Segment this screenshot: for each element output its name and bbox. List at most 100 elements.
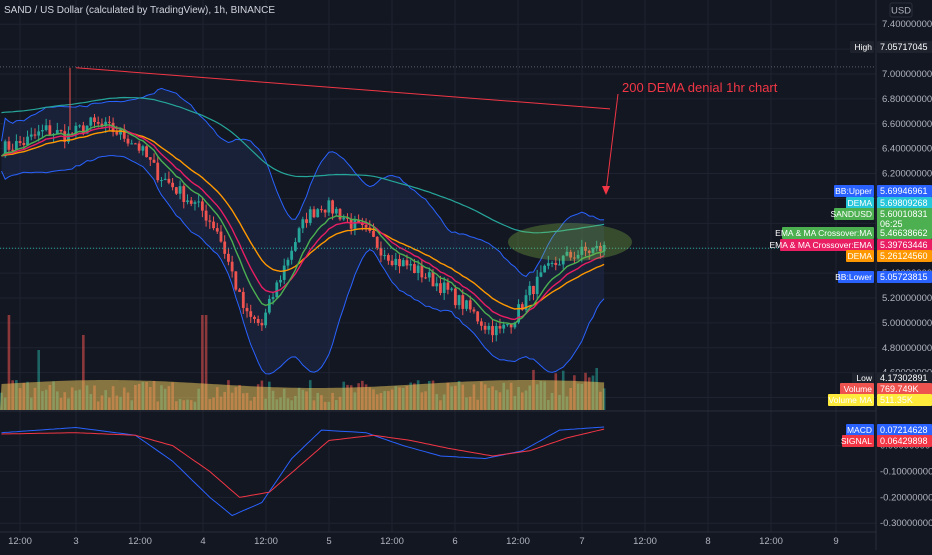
time-tick-label: 4: [200, 536, 205, 547]
price-tick-label: 4.80000000: [882, 343, 932, 354]
candle-body: [543, 266, 546, 273]
candle-body: [380, 248, 383, 256]
candle-body: [354, 220, 357, 229]
candle-body: [153, 160, 156, 163]
candle-body: [242, 292, 245, 308]
candle-body: [22, 143, 25, 145]
tag-name-label: DEMA: [847, 251, 872, 261]
candle-body: [60, 130, 63, 131]
candle-body: [141, 146, 144, 150]
candle-body: [208, 221, 211, 222]
candle-body: [406, 260, 409, 265]
time-tick-label: 12:00: [759, 536, 783, 547]
tag-value-label: 5.26124560: [880, 251, 928, 261]
candle-body: [45, 125, 48, 130]
candle-body: [231, 262, 234, 272]
candle-body: [309, 209, 312, 223]
candle-body: [313, 209, 316, 217]
time-tick-label: 8: [705, 536, 710, 547]
price-tick-label: 5.20000000: [882, 293, 932, 304]
candle-body: [127, 139, 130, 144]
tag-value-label: 5.05723815: [880, 272, 928, 282]
candle-body: [450, 289, 453, 290]
candle-body: [179, 186, 182, 194]
candle-body: [134, 143, 137, 144]
candle-body: [275, 282, 278, 297]
candle-body: [391, 261, 394, 265]
candle-body: [536, 277, 539, 294]
candle-body: [331, 200, 334, 213]
candle-body: [268, 299, 271, 313]
candle-body: [15, 141, 18, 150]
candle-body: [97, 122, 100, 124]
tag-name-label: EMA & MA Crossover:EMA: [770, 240, 873, 250]
candle-body: [197, 201, 200, 202]
candle-body: [342, 218, 345, 220]
candle-body: [168, 179, 171, 183]
candle-body: [540, 272, 543, 276]
candle-body: [182, 186, 185, 202]
price-tick-label: 7.00000000: [882, 69, 932, 80]
tag-name-label: BB:Upper: [835, 186, 872, 196]
tag-value-label: 511.35K: [880, 395, 913, 405]
candle-body: [506, 324, 509, 325]
candle-body: [234, 271, 237, 289]
candle-body: [469, 300, 472, 309]
candle-body: [398, 259, 401, 266]
tag-name-label: EMA & MA Crossover:MA: [775, 228, 872, 238]
candle-body: [257, 319, 260, 323]
candle-body: [298, 228, 301, 242]
price-tick-label: 6.20000000: [882, 169, 932, 180]
tag-value-label: 5.69946961: [880, 186, 928, 196]
time-tick-label: 12:00: [8, 536, 32, 547]
candle-body: [290, 251, 293, 260]
candle-body: [186, 200, 189, 202]
tag-name-label: SANDUSD: [830, 209, 872, 219]
candle-body: [160, 180, 163, 181]
macd-tick-label: -0.30000000: [880, 518, 932, 529]
candle-body: [435, 283, 438, 286]
highlight-ellipse: [508, 223, 632, 261]
time-tick-label: 12:00: [380, 536, 404, 547]
candle-body: [432, 272, 435, 286]
candle-body: [249, 311, 252, 317]
candle-body: [320, 209, 323, 210]
candle-body: [287, 260, 290, 266]
price-tick-label: 6.80000000: [882, 94, 932, 105]
candle-body: [93, 117, 96, 122]
tag-value-label: 5.46638662: [880, 228, 928, 238]
candle-body: [205, 211, 208, 221]
candle-body: [402, 260, 405, 266]
candle-body: [194, 202, 197, 204]
candle-body: [327, 200, 330, 212]
candle-body: [491, 326, 494, 335]
candle-body: [339, 209, 342, 219]
candle-body: [227, 254, 230, 262]
tag-value-label: 7.05717045: [880, 42, 928, 52]
tag-value-label: 4.17302891: [880, 373, 928, 383]
candle-body: [253, 317, 256, 319]
tag-name-label: Low: [856, 373, 872, 383]
candle-body: [499, 326, 502, 329]
candle-body: [246, 308, 249, 311]
candle-body: [510, 324, 513, 327]
price-tick-label: 6.60000000: [882, 119, 932, 130]
time-tick-label: 3: [73, 536, 78, 547]
candle-body: [443, 282, 446, 292]
candle-body: [138, 144, 141, 151]
candle-body: [476, 311, 479, 321]
chart-title: SAND / US Dollar (calculated by TradingV…: [4, 5, 275, 16]
candle-body: [89, 117, 92, 125]
candle-body: [461, 295, 464, 309]
candle-body: [413, 264, 416, 273]
price-tick-label: 6.40000000: [882, 144, 932, 155]
candle-body: [26, 137, 29, 145]
tag-value-label: 5.69809268: [880, 198, 928, 208]
tag-value-label: 5.39763446: [880, 240, 928, 250]
candle-body: [201, 201, 204, 210]
time-tick-label: 12:00: [506, 536, 530, 547]
candle-body: [465, 300, 468, 309]
tag-value-label: 0.07214628: [880, 425, 928, 435]
